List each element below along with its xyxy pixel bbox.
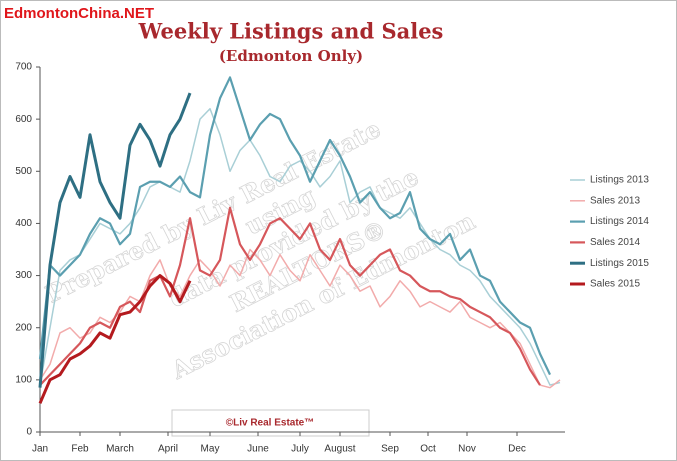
y-tick-label: 600: [15, 114, 32, 125]
series-line: [39, 248, 561, 389]
x-tick-label: Sep: [381, 444, 399, 455]
x-tick-label: July: [291, 444, 309, 455]
x-tick-label: May: [201, 444, 220, 455]
y-tick-label: 400: [15, 218, 32, 229]
x-tick-label: Dec: [508, 444, 526, 455]
series-line: [39, 107, 561, 386]
x-tick-label: Oct: [420, 444, 436, 455]
chart-subtitle: (Edmonton Only): [219, 47, 363, 65]
y-tick-label: 0: [26, 427, 32, 438]
legend-label: Listings 2014: [590, 216, 649, 227]
y-tick-label: 500: [15, 166, 32, 177]
series-line: [39, 206, 541, 386]
legend-label: Sales 2013: [590, 195, 640, 206]
x-tick-label: Feb: [71, 444, 89, 455]
x-tick-label: April: [158, 444, 178, 455]
y-tick-label: 200: [15, 322, 32, 333]
y-tick-label: 300: [15, 270, 32, 281]
chart-title: Weekly Listings and Sales: [138, 19, 444, 44]
x-tick-label: August: [324, 444, 355, 455]
x-tick-label: June: [247, 444, 269, 455]
series-line: [38, 92, 192, 388]
y-tick-label: 100: [15, 374, 32, 385]
credit: ©Liv Real Estate™: [226, 418, 315, 429]
series-line: [38, 76, 551, 376]
x-tick-label: March: [106, 444, 134, 455]
x-tick-label: Nov: [458, 444, 476, 455]
series-line: [38, 274, 192, 404]
x-tick-label: Jan: [32, 444, 48, 455]
legend-label: Sales 2014: [590, 237, 640, 248]
legend-label: Listings 2013: [590, 175, 649, 186]
watermark: EdmontonChina.NET: [4, 5, 154, 22]
legend-label: Listings 2015: [590, 258, 649, 269]
y-tick-label: 700: [15, 62, 32, 73]
legend-label: Sales 2015: [590, 279, 640, 290]
